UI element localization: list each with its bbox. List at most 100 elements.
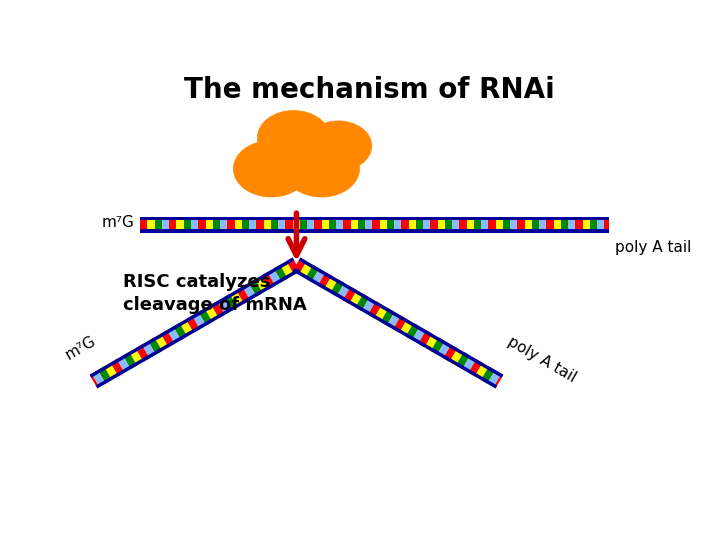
Polygon shape bbox=[142, 341, 156, 358]
Bar bbox=[409, 217, 416, 233]
Bar bbox=[140, 230, 609, 233]
Polygon shape bbox=[424, 334, 438, 351]
Bar bbox=[554, 217, 561, 233]
Bar bbox=[387, 217, 394, 233]
Polygon shape bbox=[211, 301, 225, 319]
Bar bbox=[322, 217, 329, 233]
Polygon shape bbox=[493, 374, 503, 388]
Bar bbox=[220, 217, 228, 233]
Polygon shape bbox=[469, 359, 482, 376]
Polygon shape bbox=[318, 272, 332, 289]
Polygon shape bbox=[198, 308, 212, 326]
Text: poly A tail: poly A tail bbox=[505, 334, 579, 386]
Bar bbox=[539, 217, 546, 233]
Polygon shape bbox=[89, 374, 99, 388]
Bar bbox=[379, 217, 387, 233]
Polygon shape bbox=[267, 268, 282, 286]
Bar bbox=[597, 217, 605, 233]
Polygon shape bbox=[456, 352, 470, 369]
Circle shape bbox=[233, 140, 310, 197]
Polygon shape bbox=[117, 355, 131, 373]
Polygon shape bbox=[148, 338, 162, 355]
Polygon shape bbox=[236, 287, 250, 304]
Bar bbox=[176, 217, 184, 233]
Bar bbox=[140, 217, 148, 233]
Polygon shape bbox=[361, 298, 376, 315]
Polygon shape bbox=[104, 363, 118, 380]
Bar bbox=[532, 217, 539, 233]
Bar bbox=[205, 217, 213, 233]
Polygon shape bbox=[299, 258, 503, 378]
Polygon shape bbox=[154, 334, 168, 351]
Bar bbox=[343, 217, 351, 233]
Polygon shape bbox=[368, 301, 382, 319]
Polygon shape bbox=[129, 348, 143, 366]
Polygon shape bbox=[405, 323, 420, 340]
Text: m⁷G: m⁷G bbox=[102, 215, 135, 230]
Bar bbox=[582, 217, 590, 233]
Bar bbox=[169, 217, 176, 233]
Polygon shape bbox=[91, 370, 106, 387]
Polygon shape bbox=[135, 345, 150, 362]
Bar bbox=[351, 217, 358, 233]
Bar bbox=[191, 217, 198, 233]
Bar bbox=[264, 217, 271, 233]
Bar bbox=[481, 217, 488, 233]
Bar bbox=[445, 217, 452, 233]
Bar bbox=[271, 217, 278, 233]
Circle shape bbox=[258, 111, 330, 165]
Bar bbox=[307, 217, 315, 233]
Bar bbox=[292, 217, 300, 233]
Bar bbox=[495, 217, 503, 233]
Polygon shape bbox=[292, 258, 307, 275]
Polygon shape bbox=[474, 363, 489, 380]
Polygon shape bbox=[123, 352, 137, 369]
Polygon shape bbox=[387, 312, 401, 329]
Bar bbox=[431, 217, 438, 233]
Bar bbox=[300, 217, 307, 233]
Polygon shape bbox=[204, 305, 219, 322]
Polygon shape bbox=[161, 330, 175, 347]
Bar bbox=[228, 217, 235, 233]
Bar bbox=[249, 217, 256, 233]
Bar bbox=[568, 217, 575, 233]
Bar bbox=[329, 217, 336, 233]
Polygon shape bbox=[449, 348, 464, 366]
Polygon shape bbox=[336, 283, 351, 300]
Circle shape bbox=[305, 121, 372, 171]
Polygon shape bbox=[412, 327, 426, 344]
Polygon shape bbox=[280, 261, 294, 279]
Bar bbox=[546, 217, 554, 233]
Polygon shape bbox=[223, 294, 238, 311]
Polygon shape bbox=[242, 283, 256, 300]
Polygon shape bbox=[167, 327, 181, 344]
Polygon shape bbox=[343, 287, 357, 304]
Bar bbox=[184, 217, 191, 233]
Polygon shape bbox=[261, 272, 275, 289]
Polygon shape bbox=[374, 305, 388, 322]
Bar bbox=[452, 217, 459, 233]
Polygon shape bbox=[481, 366, 495, 383]
Bar bbox=[518, 217, 525, 233]
Bar bbox=[510, 217, 518, 233]
Bar bbox=[242, 217, 249, 233]
Text: The mechanism of RNAi: The mechanism of RNAi bbox=[184, 76, 554, 104]
Polygon shape bbox=[230, 290, 244, 307]
Bar bbox=[474, 217, 481, 233]
Polygon shape bbox=[274, 265, 288, 282]
Polygon shape bbox=[299, 261, 313, 279]
Polygon shape bbox=[179, 319, 194, 336]
Text: RISC catalyzes
cleavage of mRNA: RISC catalyzes cleavage of mRNA bbox=[124, 273, 307, 314]
Bar bbox=[416, 217, 423, 233]
Bar bbox=[198, 217, 205, 233]
Polygon shape bbox=[173, 323, 187, 340]
Polygon shape bbox=[255, 276, 269, 293]
Bar bbox=[423, 217, 431, 233]
Polygon shape bbox=[292, 268, 498, 388]
Bar bbox=[525, 217, 532, 233]
Polygon shape bbox=[89, 258, 294, 378]
Polygon shape bbox=[110, 359, 125, 376]
Bar bbox=[140, 217, 609, 220]
Bar bbox=[467, 217, 474, 233]
Polygon shape bbox=[349, 290, 363, 307]
